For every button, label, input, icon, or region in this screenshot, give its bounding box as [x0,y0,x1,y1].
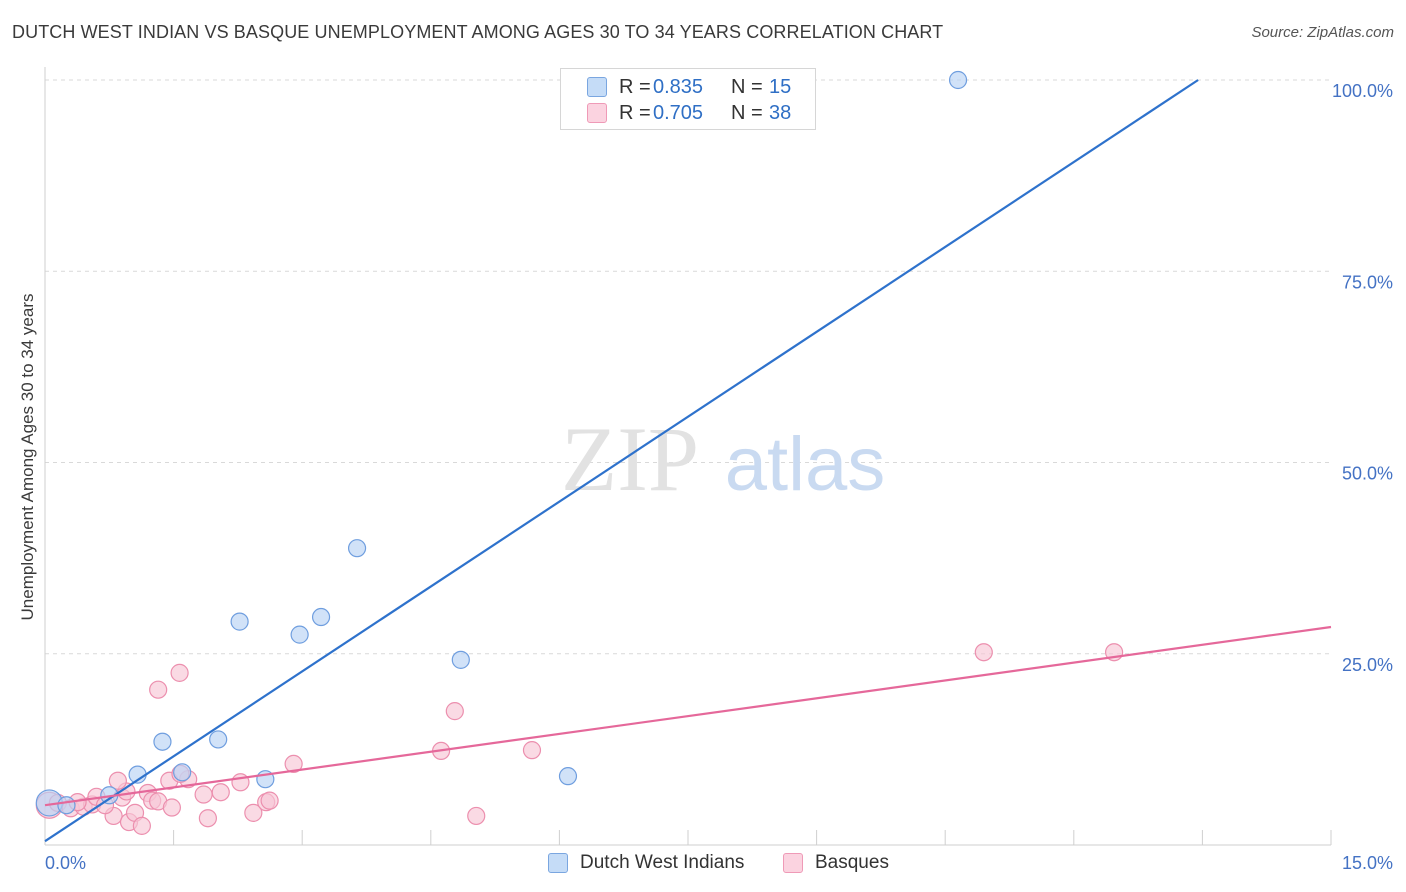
r-value: 0.835 [653,76,704,98]
dutch-west-indians-trend-line [44,79,1199,843]
grid-layer [45,79,1331,655]
dutch-west-indian-point[interactable] [558,767,578,786]
dutch-west-indian-point[interactable] [57,796,76,815]
basque-point[interactable] [445,702,464,721]
basque-point[interactable] [284,754,303,774]
n-value: 38 [769,102,792,124]
n-label: N = [731,76,763,98]
basque-point[interactable] [198,809,217,828]
legend-label: Dutch West Indians [580,852,745,873]
tick-labels: 25.0% 50.0% 75.0% 100.0% 0.0% 15.0% [45,81,1393,873]
dutch-west-indian-point[interactable] [347,539,367,558]
watermark: ZIP atlas [561,408,885,510]
dutch-west-indian-point[interactable] [451,650,470,669]
chart-title: DUTCH WEST INDIAN VS BASQUE UNEMPLOYMENT… [12,22,944,42]
basque-point[interactable] [170,663,189,682]
y-tick-label: 75.0% [1342,272,1393,292]
source-credit: Source: ZipAtlas.com [1251,24,1394,41]
legend-swatch-blue [548,853,568,873]
basque-point[interactable] [194,785,213,804]
basque-point[interactable] [260,791,279,810]
dutch-west-indian-point[interactable] [209,730,228,749]
basques-trend-line [44,625,1332,807]
n-label: N = [731,102,763,124]
basque-point[interactable] [162,798,181,817]
legend-swatch-blue [587,77,607,97]
x-tick-label: 0.0% [45,853,86,873]
dutch-west-indian-point[interactable] [153,732,172,751]
dutch-west-indian-point[interactable] [290,625,309,644]
x-tick-label: 15.0% [1342,853,1393,873]
dutch-west-indian-point[interactable] [230,612,249,631]
correlation-legend: R = 0.835 N = 15 R = 0.705 N = 38 [560,68,816,130]
y-tick-label: 25.0% [1342,655,1393,675]
r-value: 0.705 [653,102,704,124]
watermark-atlas: atlas [725,422,886,507]
axis-layer [44,67,1332,846]
y-axis-label: Unemployment Among Ages 30 to 34 years [18,293,37,621]
n-value: 15 [769,76,792,98]
basque-point[interactable] [149,680,168,699]
legend-label: Basques [815,852,889,873]
basque-point[interactable] [211,783,230,802]
basque-point[interactable] [108,771,127,790]
basque-point[interactable] [244,803,263,822]
basque-point[interactable] [974,643,993,662]
r-label: R = [619,102,651,124]
r-label: R = [619,76,651,98]
dutch-west-indian-point[interactable] [948,70,968,90]
legend-swatch-pink [783,853,803,873]
dutch-west-indian-point[interactable] [311,607,331,627]
legend-swatch-pink [587,103,607,123]
trend-lines [44,79,1332,843]
y-tick-label: 100.0% [1332,81,1393,101]
dutch-west-indian-point[interactable] [173,763,192,782]
basque-point[interactable] [467,806,486,826]
basque-point[interactable] [522,741,542,760]
y-tick-label: 50.0% [1342,464,1393,484]
basque-point[interactable] [132,816,151,835]
